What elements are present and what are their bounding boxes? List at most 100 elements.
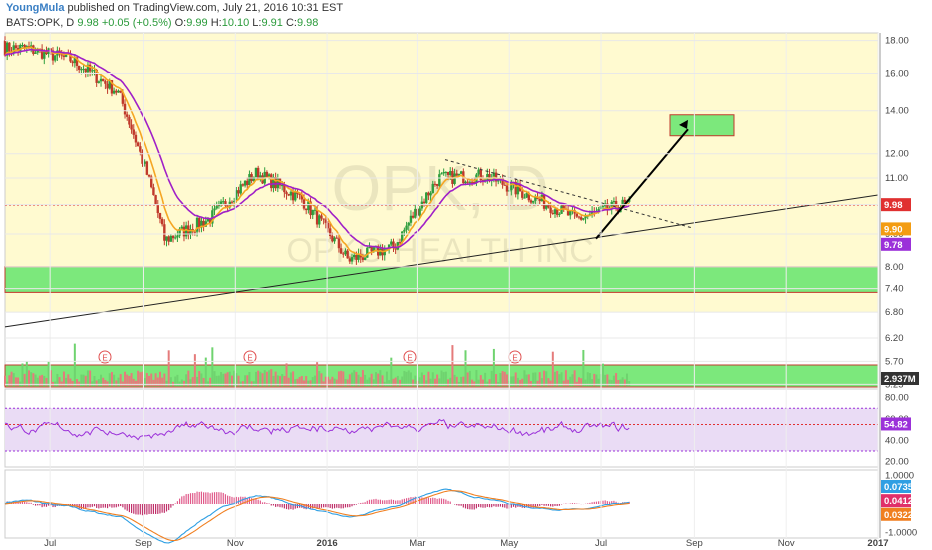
published-text: published on TradingView.com, July 21, 2… [67, 2, 344, 14]
volume-bar [449, 377, 452, 386]
volume-bar [148, 375, 151, 386]
volume-bar [91, 381, 94, 386]
volume-bar [606, 374, 609, 386]
candle-body [579, 217, 583, 220]
volume-bar [586, 372, 589, 386]
candle-body [147, 174, 151, 177]
candle-body [527, 193, 530, 201]
volume-bar [364, 374, 367, 386]
candle-body [126, 114, 129, 117]
volume-bar [423, 374, 426, 386]
volume-bar [300, 375, 303, 386]
volume-bar [427, 371, 430, 386]
candle-body [73, 57, 77, 64]
earnings-marker [243, 350, 257, 364]
volume-bar [311, 377, 314, 386]
candle-body [267, 174, 271, 177]
candle-body [516, 184, 520, 195]
volume-bar [543, 370, 546, 386]
candle-body [455, 173, 458, 176]
candle-body [577, 216, 581, 218]
candle-body [294, 191, 297, 201]
candle-body [84, 68, 87, 73]
candle-body [438, 174, 441, 186]
candle-body [326, 222, 330, 229]
volume-bar [582, 349, 585, 386]
volume-bar [340, 370, 343, 386]
candle-body [479, 169, 482, 181]
y-tick-label: 7.40 [885, 284, 904, 295]
candle-body [562, 205, 565, 209]
volume-bar [329, 379, 332, 386]
candle-body [95, 69, 98, 83]
volume-bar [143, 378, 146, 386]
volume-bar [335, 379, 338, 386]
volume-bar [512, 376, 515, 386]
candle-body [158, 213, 162, 219]
candle-body [440, 173, 443, 175]
volume-bar [292, 371, 295, 386]
volume-bar [102, 377, 105, 386]
volume-bar [348, 374, 351, 386]
candle-body [401, 231, 404, 243]
candle-body [80, 69, 83, 71]
candle-body [414, 208, 417, 218]
candle-body [612, 201, 616, 203]
candle-body [300, 194, 304, 200]
candle-body [621, 199, 624, 208]
volume-bar [220, 372, 223, 386]
x-tick-label: 2016 [317, 538, 338, 549]
candle-body [318, 215, 321, 225]
candle-body [531, 200, 535, 203]
volume-bar [206, 381, 209, 386]
volume-bar [499, 372, 502, 386]
candle-body [431, 183, 434, 193]
volume-bar [527, 374, 530, 386]
volume-bar [233, 370, 236, 386]
volume-bar [490, 370, 493, 386]
earnings-marker-label: E [512, 354, 517, 363]
candle-body [335, 237, 338, 239]
candle-body [40, 49, 44, 59]
candle-body [136, 142, 140, 147]
candle-body [494, 172, 498, 182]
candle-body [549, 207, 552, 213]
volume-bar [294, 379, 297, 386]
candle-body [27, 46, 31, 48]
candle-body [298, 193, 301, 195]
volume-bar [86, 370, 89, 386]
volume-bar [451, 345, 454, 386]
volume-bar [403, 370, 406, 386]
volume-bar [615, 373, 618, 386]
volume-bar [110, 371, 113, 386]
volume-bar [588, 373, 591, 386]
candle-body [51, 50, 55, 61]
volume-bar [89, 370, 92, 386]
candle-body [152, 187, 155, 196]
volume-bar [41, 374, 44, 386]
volume-bar [331, 376, 334, 386]
volume-bar [228, 371, 231, 386]
candle-body [202, 220, 205, 227]
volume-bar [562, 380, 565, 386]
volume-bar [141, 371, 144, 386]
volume-bar [36, 377, 39, 386]
volume-bar [621, 377, 624, 386]
candle-body [407, 222, 410, 226]
candle-body [575, 213, 579, 217]
volume-bar [261, 373, 264, 386]
y-tick-label: 14.00 [885, 106, 909, 117]
volume-bar [278, 376, 281, 386]
volume-bar [571, 374, 574, 386]
volume-bar [394, 377, 397, 386]
arrow-head [679, 119, 688, 129]
volume-bar [372, 379, 375, 386]
candle-body [313, 209, 317, 211]
author-link[interactable]: YoungMula [6, 2, 65, 14]
volume-bar [25, 361, 28, 386]
candle-body [252, 177, 256, 182]
candle-body [315, 209, 319, 225]
candle-body [14, 45, 18, 49]
volume-bar [97, 379, 100, 386]
